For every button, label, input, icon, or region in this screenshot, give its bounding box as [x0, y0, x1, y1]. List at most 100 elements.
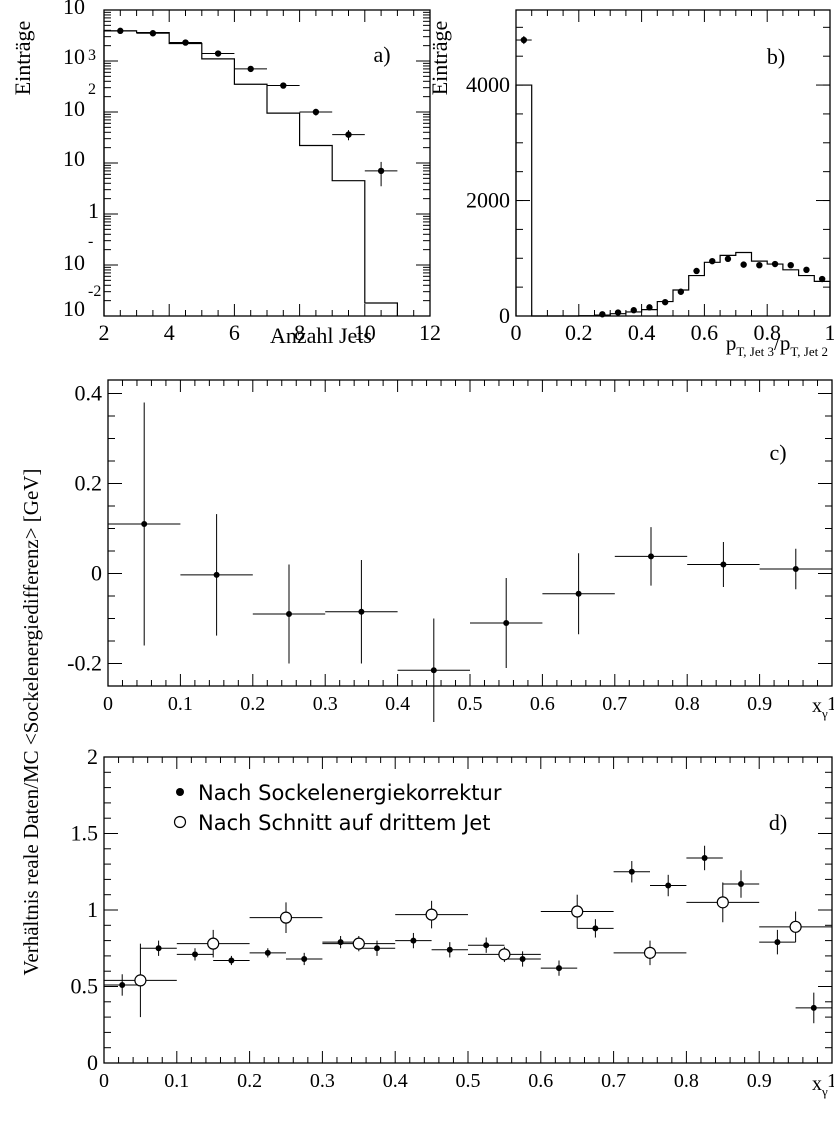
- x-tick-label: 2: [99, 320, 110, 345]
- legend-marker-filled: [176, 788, 184, 796]
- data-point: [661, 298, 669, 306]
- legend-marker-open: [173, 815, 187, 829]
- x-tick-label: 10: [354, 320, 376, 345]
- data-point: [720, 561, 727, 568]
- data-point: [377, 167, 385, 175]
- y-tick-label: 10: [63, 296, 85, 321]
- panel-label: d): [769, 810, 787, 835]
- x-tick-label: 0.5: [456, 1070, 481, 1092]
- data-point: [630, 307, 637, 314]
- x-tick-label: 1: [825, 320, 834, 345]
- y-tick-label: 1: [87, 897, 98, 922]
- x-tick-label: 8: [294, 320, 305, 345]
- x-tick-label: 0.4: [628, 320, 656, 345]
- y-tick-label: 0: [91, 561, 102, 586]
- series-1-point: [592, 925, 599, 932]
- x-tick-label: 0.6: [530, 693, 555, 715]
- y-tick-label: 10: [63, 0, 85, 19]
- x-tick-label: 0.4: [385, 693, 410, 715]
- legend-entry: Nach Sockelenergiekorrektur: [198, 781, 502, 805]
- series-2-point: [498, 948, 511, 961]
- y-tick-label: 1: [88, 198, 99, 223]
- data-point: [614, 309, 622, 316]
- data-point: [214, 50, 222, 57]
- mc-histogram-line: [515, 84, 831, 317]
- y-tick-label: 2000: [466, 188, 510, 213]
- data-point: [280, 82, 287, 89]
- panel-b: 0 0.2 0.4 0.6 0.8 1 0 2000 4000 b) Einträge pT, Jet…: [427, 9, 834, 359]
- x-tick-label: 0.1: [168, 693, 193, 715]
- shared-ylabel: Verhältnis reale Daten/MC <Sockelenergie…: [19, 469, 43, 976]
- y-tick-label: 10: [63, 250, 85, 275]
- series-2-point: [207, 937, 220, 950]
- data-point: [787, 261, 794, 269]
- x-tick-label: 0.7: [601, 1070, 626, 1092]
- data-point: [149, 30, 157, 37]
- data-point: [803, 266, 810, 274]
- data-point: [647, 553, 654, 560]
- data-point: [182, 39, 189, 46]
- data-point: [117, 27, 124, 35]
- series-1-point: [774, 939, 781, 946]
- x-tick-label: 6: [229, 320, 240, 345]
- panel-d: 0 0.1 0.2 0.3 0.4 0.5 0.6 0.7 0.8 0.9 1 0 0.5 1 1.5 2 d)…: [71, 744, 834, 1099]
- mc-histogram-line: [103, 30, 398, 316]
- x-tick-label: 0.9: [747, 693, 772, 715]
- series-1-point: [192, 951, 199, 958]
- x-tick-label: 0.6: [691, 320, 719, 345]
- series-1-point: [410, 937, 417, 944]
- x-tick-label: 1: [827, 693, 834, 715]
- data-point: [213, 571, 220, 578]
- data-point: [724, 255, 732, 263]
- data-point: [141, 520, 148, 527]
- y-tick-exponent: -2: [88, 283, 101, 300]
- x-tick-label: 4: [164, 320, 175, 345]
- series-2-point: [279, 911, 293, 924]
- legend-entry: Nach Schnitt auf drittem Jet: [198, 811, 491, 835]
- x-tick-label: 0.3: [310, 1070, 335, 1092]
- legend: Nach Sockelenergiekorrektur Nach Schnitt …: [173, 781, 502, 835]
- series-1-point: [264, 949, 271, 956]
- x-tick-label: 0.3: [313, 693, 338, 715]
- x-tick-label: 0.2: [565, 320, 593, 345]
- data-point: [247, 65, 254, 73]
- data-point: [693, 267, 700, 275]
- x-tick-label: 1: [827, 1070, 834, 1092]
- x-tick-label: 0.9: [747, 1070, 772, 1092]
- x-tick-label: 0: [103, 693, 113, 715]
- data-point: [740, 261, 747, 268]
- x-tick-label: 12: [419, 320, 441, 345]
- series-2-point: [134, 974, 147, 987]
- x-axis-title: xγ: [812, 1073, 828, 1099]
- series-1-point: [810, 1004, 817, 1011]
- series-1-point: [628, 868, 635, 875]
- data-point: [286, 610, 293, 617]
- x-axis-title: pT, Jet 3/pT, Jet 2: [726, 331, 828, 359]
- y-tick-label: 2: [87, 744, 98, 769]
- data-point: [646, 304, 653, 311]
- x-axis-title: xγ: [812, 695, 828, 721]
- x-tick-label: 0.4: [383, 1070, 408, 1092]
- y-tick-label: 0: [499, 303, 510, 328]
- x-tick-label: 0.5: [458, 693, 483, 715]
- x-tick-label: 0.2: [240, 693, 265, 715]
- y-tick-label: 10: [63, 44, 85, 69]
- x-tick-label: 0.8: [753, 320, 781, 345]
- x-tick-label: 0.6: [528, 1070, 553, 1092]
- data-point: [312, 108, 320, 116]
- data-point: [818, 275, 826, 283]
- data-point: [520, 36, 528, 44]
- x-tick-label: 0.8: [674, 1070, 699, 1092]
- data-point: [430, 667, 437, 674]
- data-point: [709, 257, 716, 265]
- y-tick-exponent: -: [88, 233, 93, 250]
- data-point: [345, 131, 352, 138]
- y-tick-label: 4000: [466, 72, 510, 97]
- x-axis-title: Anzahl Jets: [270, 323, 372, 348]
- series-2-point: [352, 937, 365, 950]
- data-point: [771, 260, 779, 268]
- y-tick-label: 0.5: [71, 974, 99, 999]
- x-tick-label: 0.1: [164, 1070, 189, 1092]
- y-axis-title: Einträge: [427, 21, 452, 96]
